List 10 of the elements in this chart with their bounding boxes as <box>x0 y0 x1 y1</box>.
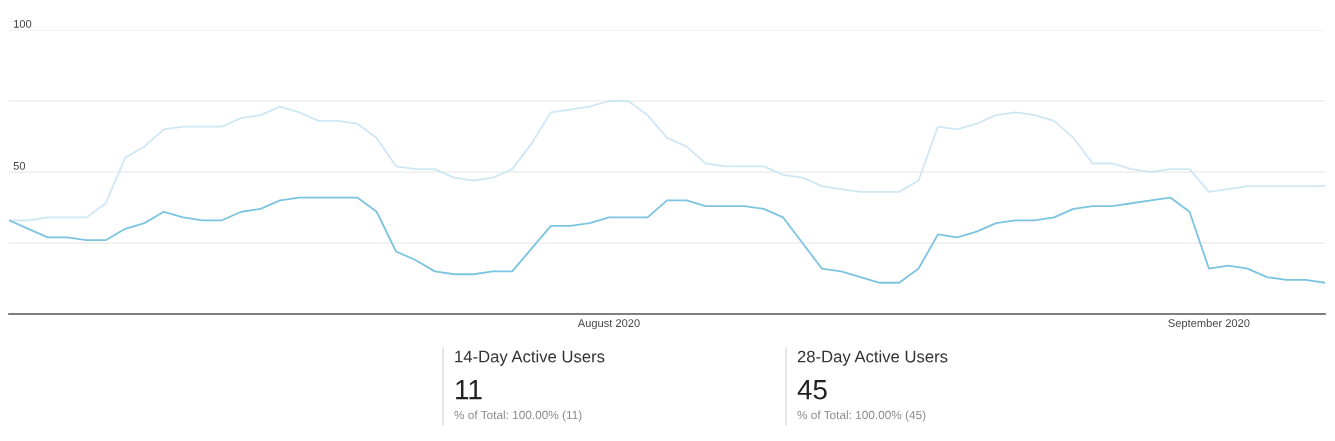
x-tick-label: August 2020 <box>577 319 640 330</box>
text: % of Total: 100.00% (45) <box>797 410 926 422</box>
y-tick-label: 100 <box>14 19 32 28</box>
x-tick-label: September 2020 <box>1168 318 1250 330</box>
text: 14-Day Active Users <box>455 350 605 366</box>
text: % of Total: 100.00% (11) <box>454 410 582 422</box>
text: 45 <box>797 380 827 400</box>
y-tick-label: 50 <box>13 161 26 170</box>
text: 28-Day Active Users <box>797 350 948 366</box>
text: 11 <box>456 380 482 400</box>
